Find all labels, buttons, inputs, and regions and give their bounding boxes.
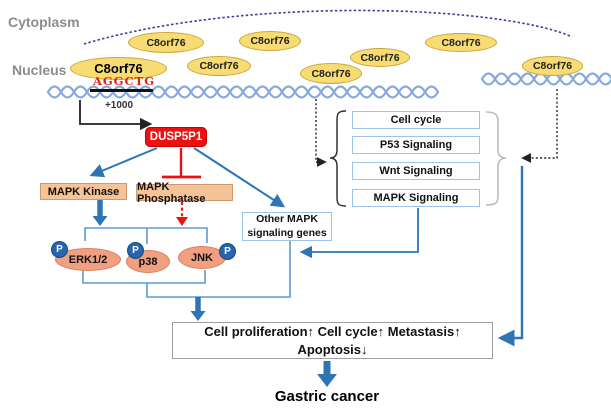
outcomes-to-cancer-arrowhead — [317, 374, 337, 387]
upper-bracket — [84, 227, 208, 244]
other-mapk-line2: signaling genes — [247, 226, 327, 239]
binding-site-underline — [90, 89, 153, 92]
nucleus-label: Nucleus — [12, 62, 67, 78]
mapk-kinase-box: MAPK Kinase — [40, 183, 127, 200]
dna-strand — [46, 85, 440, 99]
binding-site-label: AGGCTG — [92, 74, 156, 88]
right-dna-to-bracket-dotted-arrow — [521, 89, 558, 163]
outcomes-box: Cell proliferation↑ Cell cycle↑ Metastas… — [172, 322, 493, 359]
phosphate-badge: P — [127, 242, 144, 259]
c8orf76-ellipse: C8orf76 — [239, 31, 301, 51]
dusp5p1-to-mapk-kinase-arrow — [89, 147, 158, 178]
merge-to-outcomes-arrowhead — [190, 311, 206, 321]
other-mapk-line1: Other MAPK — [256, 213, 318, 226]
other-mapk-genes-box: Other MAPK signaling genes — [242, 212, 332, 241]
pathway-box-cell-cycle: Cell cycle — [352, 111, 480, 129]
c8orf76-dna-bound-ellipse: C8orf76 — [300, 63, 362, 84]
phosphatase-dashed-arrowhead — [176, 217, 188, 226]
position-label: +1000 — [104, 100, 134, 111]
dusp5p1-box: DUSP5P1 — [145, 127, 207, 147]
mapk-kinase-activation-arrowhead — [92, 216, 108, 226]
phosphate-badge: P — [219, 243, 236, 260]
pathway-box-wnt-signaling: Wnt Signaling — [352, 162, 480, 180]
gastric-cancer-label: Gastric cancer — [274, 388, 380, 405]
pathway-box-p53-signaling: P53 Signaling — [352, 136, 480, 154]
outcomes-line1: Cell proliferation↑ Cell cycle↑ Metastas… — [204, 323, 461, 339]
promoter-to-dusp5p1-arrow — [79, 100, 153, 131]
mapk-signaling-feedback-arrow — [299, 208, 419, 259]
dna-strands — [46, 72, 611, 99]
bracket-to-outcomes-arrow — [497, 166, 524, 347]
pathways-right-brace — [485, 111, 507, 206]
c8orf76-dna-bound-ellipse: C8orf76 — [522, 56, 583, 76]
erk-ellipse: ERK1/2 — [55, 248, 121, 271]
phosphate-badge: P — [51, 241, 68, 258]
pathways-left-brace — [329, 110, 347, 207]
jnk-ellipse: JNK — [178, 246, 226, 269]
cytoplasm-label: Cytoplasm — [8, 14, 80, 30]
c8orf76-ellipse: C8orf76 — [128, 32, 204, 53]
c8orf76-ellipse: C8orf76 — [187, 56, 251, 76]
dusp5p1-to-other-mapk-arrow — [193, 147, 286, 208]
dna-to-pathways-dotted-arrow — [315, 99, 327, 167]
outcomes-line2: Apoptosis↓ — [297, 341, 368, 357]
dna-strand — [480, 72, 611, 86]
mapk-phosphatase-box: MAPK Phosphatase — [136, 181, 233, 205]
c8orf76-ellipse: C8orf76 — [350, 48, 410, 67]
pathway-box-mapk-signaling: MAPK Signaling — [352, 189, 480, 207]
lower-bracket — [82, 241, 291, 298]
c8orf76-gene-ellipse: C8orf76 — [70, 57, 167, 80]
c8orf76-ellipse: C8orf76 — [425, 33, 497, 52]
